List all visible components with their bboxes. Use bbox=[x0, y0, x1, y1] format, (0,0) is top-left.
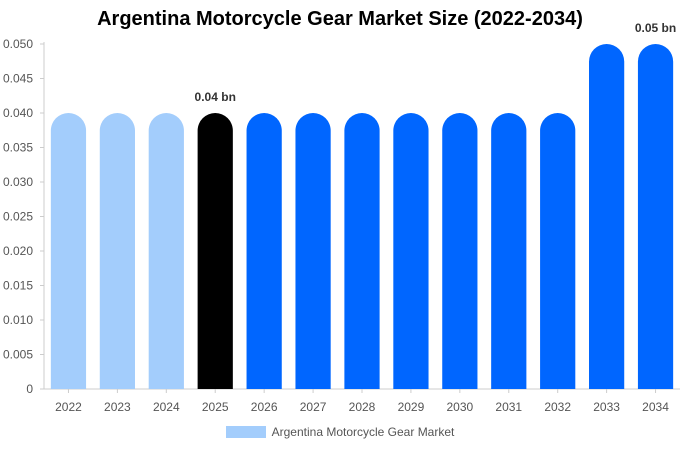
bar-2024[interactable] bbox=[148, 113, 184, 389]
data-label-2034: 0.05 bn bbox=[635, 21, 676, 35]
x-tick-label-2029: 2029 bbox=[398, 400, 425, 414]
y-tick-label: 0.040 bbox=[3, 106, 33, 120]
x-tick-label-2032: 2032 bbox=[544, 400, 571, 414]
data-label-2025: 0.04 bn bbox=[195, 90, 236, 104]
y-tick-label: 0.015 bbox=[3, 279, 33, 293]
chart-axes: 0 0.005 0.010 0.015 0.020 0.025 0.030 0.035 0.04… bbox=[3, 37, 680, 414]
bar-2030[interactable] bbox=[442, 113, 478, 389]
y-tick-label: 0.045 bbox=[3, 72, 33, 86]
x-tick-label-2030: 2030 bbox=[446, 400, 473, 414]
bar-2025[interactable] bbox=[197, 113, 233, 389]
chart-title: Argentina Motorcycle Gear Market Size (2… bbox=[97, 8, 583, 30]
bar-2033[interactable] bbox=[589, 43, 625, 389]
x-tick-label-2024: 2024 bbox=[153, 400, 180, 414]
bar-2028[interactable] bbox=[344, 113, 380, 389]
bar-2022[interactable] bbox=[50, 113, 87, 389]
bar-2034[interactable] bbox=[637, 44, 674, 389]
bar-2026[interactable] bbox=[246, 113, 282, 389]
bar-2029[interactable] bbox=[393, 113, 429, 389]
bar-2031[interactable] bbox=[491, 113, 527, 389]
y-tick-label: 0.050 bbox=[3, 37, 33, 51]
y-tick-label: 0.020 bbox=[3, 244, 33, 258]
bar-2027[interactable] bbox=[295, 113, 331, 389]
bar-2023[interactable] bbox=[99, 113, 135, 389]
x-tick-label-2031: 2031 bbox=[495, 400, 522, 414]
x-tick-label-2026: 2026 bbox=[251, 400, 278, 414]
y-tick-label: 0.035 bbox=[3, 141, 33, 155]
y-tick-label: 0.025 bbox=[3, 210, 33, 224]
x-tick-label-2034: 2034 bbox=[642, 400, 669, 414]
x-tick-label-2025: 2025 bbox=[202, 400, 229, 414]
y-tick-label: 0 bbox=[26, 382, 33, 396]
y-tick-label: 0.030 bbox=[3, 175, 33, 189]
chart-labels: 0.04 bn 0.05 bn bbox=[195, 21, 677, 104]
x-tick-label-2022: 2022 bbox=[55, 400, 82, 414]
legend[interactable]: Argentina Motorcycle Gear Market bbox=[0, 425, 680, 439]
x-tick-label-2027: 2027 bbox=[300, 400, 327, 414]
legend-label: Argentina Motorcycle Gear Market bbox=[271, 425, 455, 439]
x-tick-label-2033: 2033 bbox=[593, 400, 620, 414]
bar-2032[interactable] bbox=[540, 113, 576, 389]
y-tick-label: 0.005 bbox=[3, 348, 33, 362]
x-tick-label-2028: 2028 bbox=[349, 400, 376, 414]
chart-bars bbox=[50, 43, 674, 389]
legend-swatch bbox=[225, 426, 266, 438]
y-tick-label: 0.010 bbox=[3, 313, 33, 327]
x-tick-label-2023: 2023 bbox=[104, 400, 131, 414]
